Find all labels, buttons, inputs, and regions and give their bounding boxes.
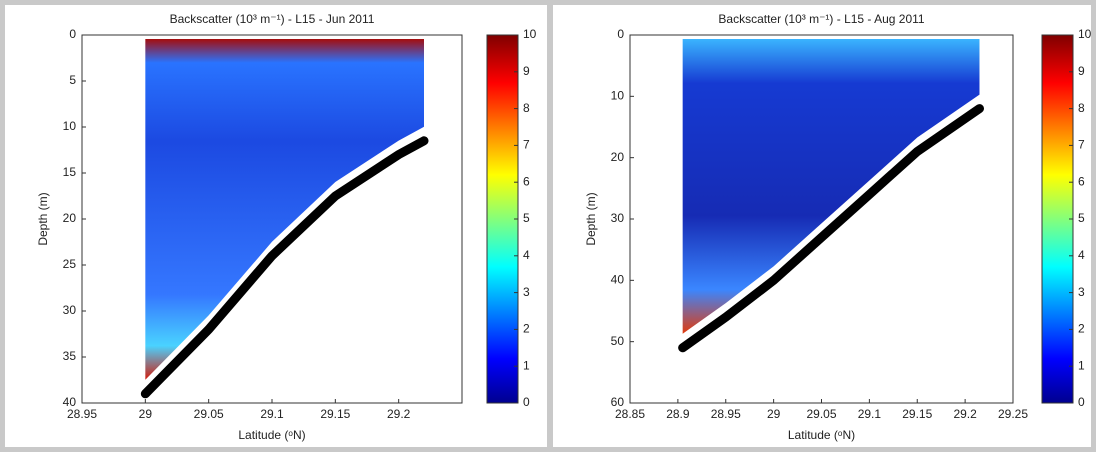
- y-tick-label: 50: [611, 334, 625, 348]
- x-tick-label: 29: [767, 407, 781, 421]
- x-tick-label: 28.85: [615, 407, 645, 421]
- y-tick-label: 0: [69, 27, 76, 41]
- colorbar-tick-label: 7: [523, 138, 530, 152]
- x-tick-label: 28.95: [67, 407, 97, 421]
- y-tick-label: 60: [611, 395, 625, 409]
- colorbar-tick-label: 4: [523, 248, 530, 262]
- colorbar-tick-label: 10: [1078, 27, 1092, 41]
- colorbar-tick-label: 9: [1078, 64, 1085, 78]
- x-tick-label: 28.9: [666, 407, 690, 421]
- x-tick-label: 29.15: [902, 407, 932, 421]
- colorbar-tick-label: 5: [523, 211, 530, 225]
- x-tick-label: 29.05: [806, 407, 836, 421]
- x-axis-label: Latitude (ᵒN): [238, 428, 305, 442]
- colorbar-tick-label: 0: [1078, 395, 1085, 409]
- colorbar-tick-label: 5: [1078, 211, 1085, 225]
- chart-title: Backscatter (10³ m⁻¹) - L15 - Jun 2011: [170, 12, 375, 26]
- x-tick-label: 29.15: [320, 407, 350, 421]
- y-tick-label: 40: [611, 273, 625, 287]
- y-axis-label: Depth (m): [36, 192, 50, 245]
- x-tick-label: 29: [139, 407, 153, 421]
- colorbar-tick-label: 1: [1078, 358, 1085, 372]
- y-tick-label: 40: [63, 395, 77, 409]
- colorbar-tick-label: 6: [523, 174, 530, 188]
- y-tick-label: 15: [63, 165, 77, 179]
- y-tick-label: 30: [611, 211, 625, 225]
- seabed-line: [140, 136, 429, 399]
- colorbar-tick-label: 8: [1078, 101, 1085, 115]
- colorbar-tick-label: 0: [523, 395, 530, 409]
- y-axis-label: Depth (m): [584, 192, 598, 245]
- colorbar-tick-label: 7: [1078, 138, 1085, 152]
- seabed-line: [678, 104, 984, 353]
- colorbar-tick-label: 3: [523, 285, 530, 299]
- colorbar: [486, 34, 519, 404]
- y-tick-label: 20: [611, 150, 625, 164]
- x-tick-label: 29.1: [858, 407, 882, 421]
- y-tick-label: 5: [69, 73, 76, 87]
- y-tick-label: 35: [63, 349, 77, 363]
- y-tick-label: 30: [63, 303, 77, 317]
- x-tick-label: 29.2: [953, 407, 977, 421]
- colorbar-tick-label: 2: [523, 322, 530, 336]
- colorbar-tick-label: 2: [1078, 322, 1085, 336]
- colorbar-tick-label: 8: [523, 101, 530, 115]
- x-tick-label: 29.05: [194, 407, 224, 421]
- y-tick-label: 10: [611, 89, 625, 103]
- y-tick-label: 20: [63, 211, 77, 225]
- colorbar-tick-label: 9: [523, 64, 530, 78]
- colorbar-tick-label: 10: [523, 27, 537, 41]
- colorbar-tick-label: 1: [523, 358, 530, 372]
- backscatter-field: [145, 39, 425, 380]
- backscatter-field: [682, 39, 980, 334]
- x-tick-label: 29.2: [387, 407, 411, 421]
- colorbar-tick-label: 6: [1078, 174, 1085, 188]
- x-tick-label: 29.25: [998, 407, 1028, 421]
- y-tick-label: 25: [63, 257, 77, 271]
- chart-title: Backscatter (10³ m⁻¹) - L15 - Aug 2011: [718, 12, 925, 26]
- y-tick-label: 0: [617, 27, 624, 41]
- x-tick-label: 29.1: [260, 407, 284, 421]
- colorbar: [1041, 34, 1074, 404]
- y-tick-label: 10: [63, 119, 77, 133]
- x-tick-label: 28.95: [711, 407, 741, 421]
- x-axis-label: Latitude (ᵒN): [788, 428, 855, 442]
- colorbar-tick-label: 3: [1078, 285, 1085, 299]
- colorbar-tick-label: 4: [1078, 248, 1085, 262]
